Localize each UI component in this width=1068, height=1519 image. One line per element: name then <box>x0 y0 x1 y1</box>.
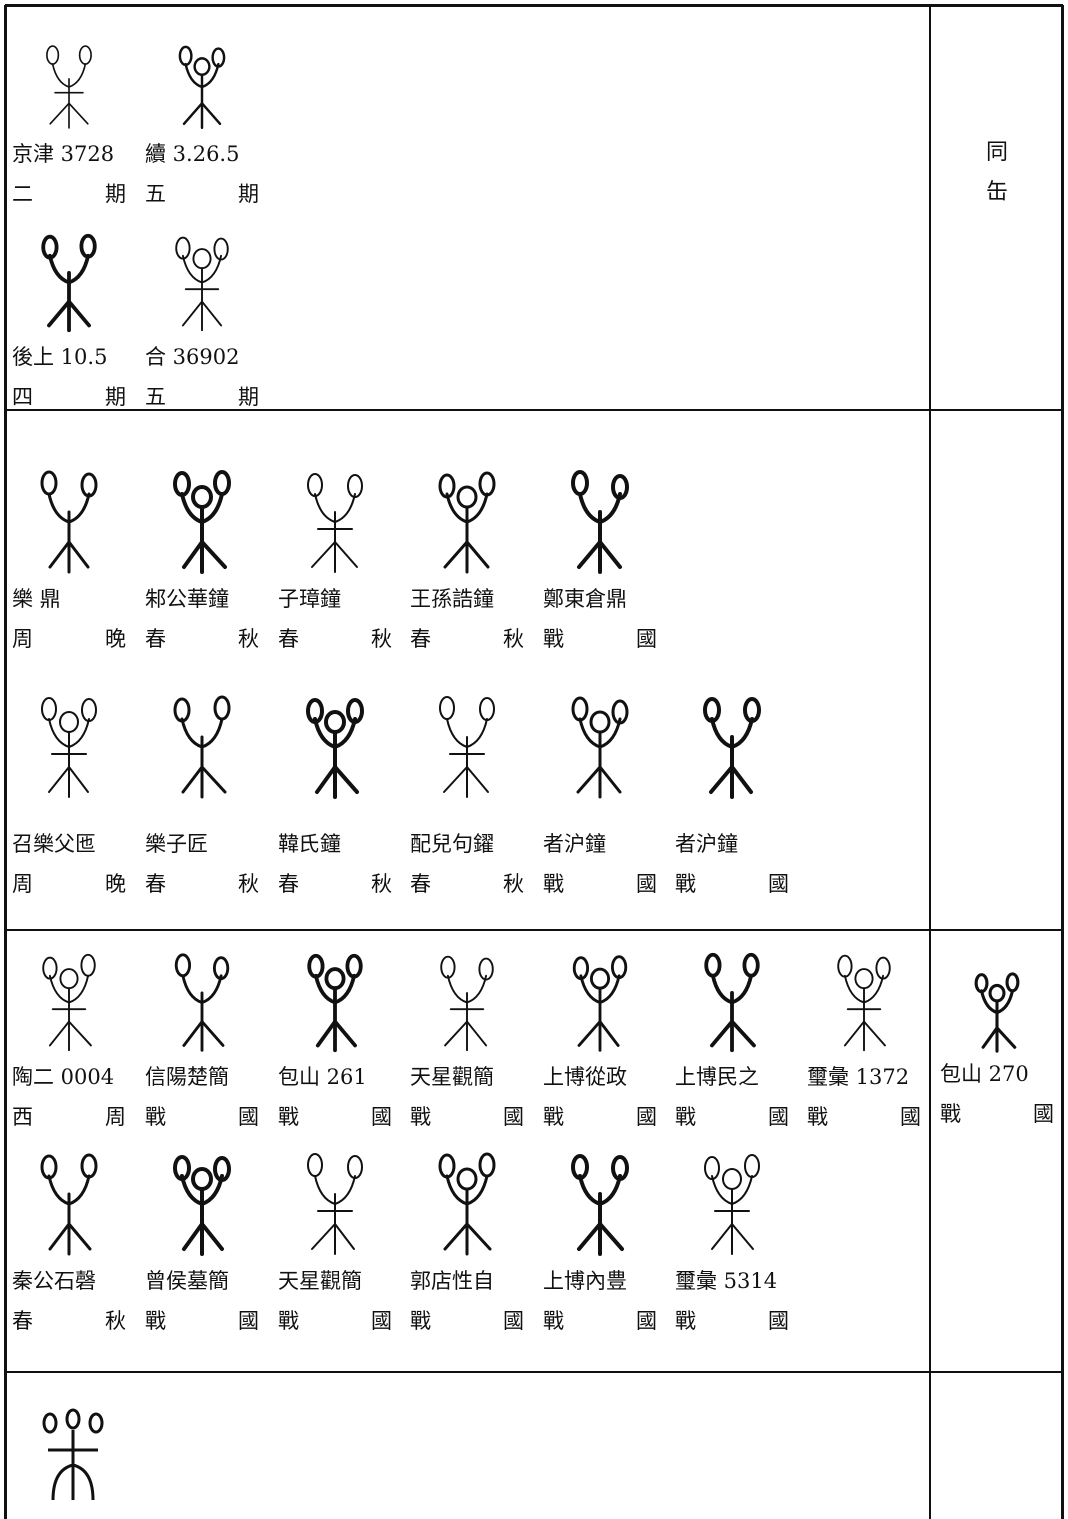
source-label: 璽彙 1372 <box>807 1065 910 1089</box>
period-label: 戰 國 <box>543 627 657 651</box>
glyph <box>173 1155 231 1256</box>
source-label: 天星觀簡 <box>410 1065 494 1089</box>
source-label: 合 36902 <box>145 345 240 369</box>
source-label: 郭店性自 <box>410 1269 494 1293</box>
glyph <box>307 953 363 1053</box>
period-label: 戰 國 <box>807 1105 921 1129</box>
source-label: 上博從政 <box>543 1065 627 1089</box>
glyph <box>703 697 761 799</box>
period-label: 戰 國 <box>543 872 657 896</box>
glyph <box>174 953 230 1052</box>
glyph <box>42 1408 104 1501</box>
source-label: 上博民之 <box>675 1065 759 1089</box>
period-label: 周 晚 <box>12 872 126 896</box>
source-label: 鄭東倉鼎 <box>543 587 627 611</box>
period-label: 戰 國 <box>410 1309 524 1333</box>
period-label: 戰 國 <box>278 1105 392 1129</box>
glyph <box>41 697 97 798</box>
period-label: 戰 國 <box>543 1105 657 1129</box>
source-label: 配兒句鑃 <box>410 832 494 856</box>
glyph <box>571 470 629 574</box>
source-label: 天星觀簡 <box>278 1269 362 1293</box>
period-label: 戰 國 <box>675 872 789 896</box>
glyph <box>178 45 226 130</box>
row-divider <box>5 409 1063 411</box>
period-label: 戰 國 <box>675 1105 789 1129</box>
source-label: 樂子匠 <box>145 832 208 856</box>
period-label: 春 秋 <box>12 1309 126 1333</box>
glyph <box>40 1153 98 1256</box>
border <box>1061 5 1064 1519</box>
note-char: 缶 <box>985 180 1008 205</box>
glyph <box>438 1152 496 1256</box>
glyph <box>307 1153 363 1255</box>
glyph <box>40 470 98 574</box>
glyph <box>440 955 494 1052</box>
row-divider <box>5 1371 1063 1373</box>
period-label: 戰 國 <box>675 1309 789 1333</box>
source-label: 𩋾氏鐘 <box>278 832 341 856</box>
glyph <box>307 473 363 573</box>
period-label: 春 秋 <box>145 627 259 651</box>
source-label: 信陽楚簡 <box>145 1065 229 1089</box>
period-label: 五 期 <box>145 385 259 409</box>
glyph <box>175 236 229 332</box>
glyph <box>173 695 231 799</box>
period-label: 戰 國 <box>410 1105 524 1129</box>
source-label: 樂 鼎 <box>12 587 61 611</box>
period-label: 戰 國 <box>278 1309 392 1333</box>
source-label: 王孫誥鐘 <box>410 587 494 611</box>
source-label: 者沪鐘 <box>543 832 606 856</box>
source-label: 者沪鐘 <box>675 832 738 856</box>
period-label: 二 期 <box>12 182 126 206</box>
border <box>5 4 1063 7</box>
column-divider <box>929 5 931 1519</box>
period-label: 戰 國 <box>145 1309 259 1333</box>
glyph <box>704 1154 760 1255</box>
source-label: 後上 10.5 <box>12 345 108 369</box>
row-divider <box>5 929 1063 931</box>
source-label: 包山 261 <box>278 1065 367 1089</box>
glyph <box>572 955 628 1052</box>
glyph <box>306 698 364 799</box>
glyph <box>974 972 1020 1053</box>
source-label: 包山 270 <box>940 1062 1029 1086</box>
period-label: 五 期 <box>145 182 259 206</box>
glyph <box>704 952 760 1053</box>
source-label: 曾侯墓簡 <box>145 1269 229 1293</box>
glyph <box>439 696 495 798</box>
source-label: 邾公華鐘 <box>145 587 229 611</box>
period-label: 戰 國 <box>940 1102 1054 1126</box>
source-label: 璽彙 5314 <box>675 1269 778 1293</box>
period-label: 春 秋 <box>278 872 392 896</box>
glyph <box>571 1154 629 1256</box>
period-label: 春 秋 <box>278 627 392 651</box>
period-label: 四 期 <box>12 385 126 409</box>
period-label: 西 周 <box>12 1105 126 1129</box>
glyph <box>438 471 496 574</box>
period-label: 春 秋 <box>410 627 524 651</box>
period-label: 戰 國 <box>543 1309 657 1333</box>
period-label: 周 晚 <box>12 627 126 651</box>
period-label: 春 秋 <box>410 872 524 896</box>
source-label: 召樂父匜 <box>12 832 96 856</box>
period-label: 戰 國 <box>145 1105 259 1129</box>
period-label: 春 秋 <box>145 872 259 896</box>
source-label: 續 3.26.5 <box>145 142 240 166</box>
note-char: 同 <box>985 140 1008 165</box>
glyph <box>41 233 97 333</box>
glyph <box>571 696 629 799</box>
glyph <box>42 953 96 1052</box>
glyph <box>837 954 891 1052</box>
source-label: 京津 3728 <box>12 142 115 166</box>
source-label: 秦公石磬 <box>12 1269 96 1293</box>
source-label: 子璋鐘 <box>278 587 341 611</box>
border <box>4 5 7 1519</box>
source-label: 上博內豊 <box>543 1269 627 1293</box>
glyph <box>173 470 231 574</box>
source-label: 陶二 0004 <box>12 1065 115 1089</box>
glyph <box>46 45 92 129</box>
